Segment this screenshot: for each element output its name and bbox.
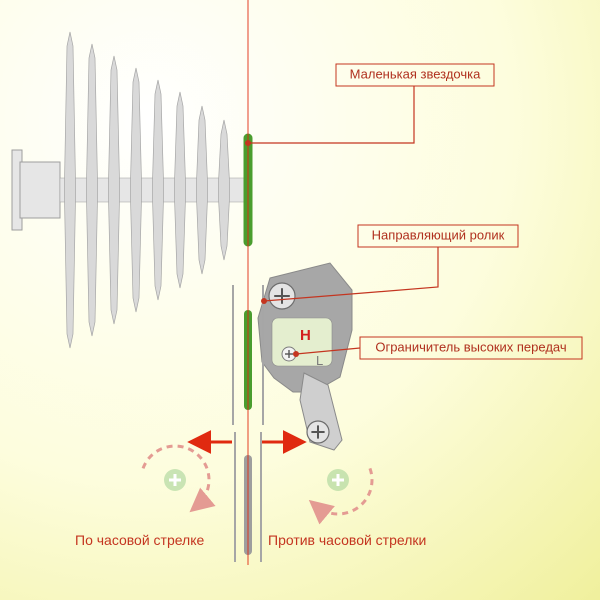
diagram-root: HL Маленькая звездочка Направляющий ролик О… — [0, 0, 600, 600]
label-ccw: Против часовой стрелки — [268, 532, 426, 548]
sprocket-3 — [109, 56, 120, 324]
leader-tip-small_sprocket — [245, 140, 251, 146]
sprocket-1 — [65, 32, 76, 348]
callout-text-guide_roller: Направляющий ролик — [372, 227, 505, 242]
h-label: H — [300, 327, 311, 344]
l-label: L — [316, 353, 323, 368]
sprocket-6 — [175, 92, 186, 288]
label-cw: По часовой стрелке — [75, 532, 205, 548]
callout-text-small_sprocket: Маленькая звездочка — [350, 66, 481, 81]
sprocket-5 — [153, 80, 164, 300]
diagram-svg: HL Маленькая звездочка Направляющий ролик О… — [0, 0, 600, 600]
hub-body — [20, 162, 60, 218]
sprocket-4 — [131, 68, 142, 312]
leader-tip-h_screw — [293, 351, 299, 357]
sprocket-2 — [87, 44, 98, 336]
callout-text-h_screw: Ограничитель высоких передач — [375, 339, 566, 354]
leader-tip-guide_roller — [261, 298, 267, 304]
